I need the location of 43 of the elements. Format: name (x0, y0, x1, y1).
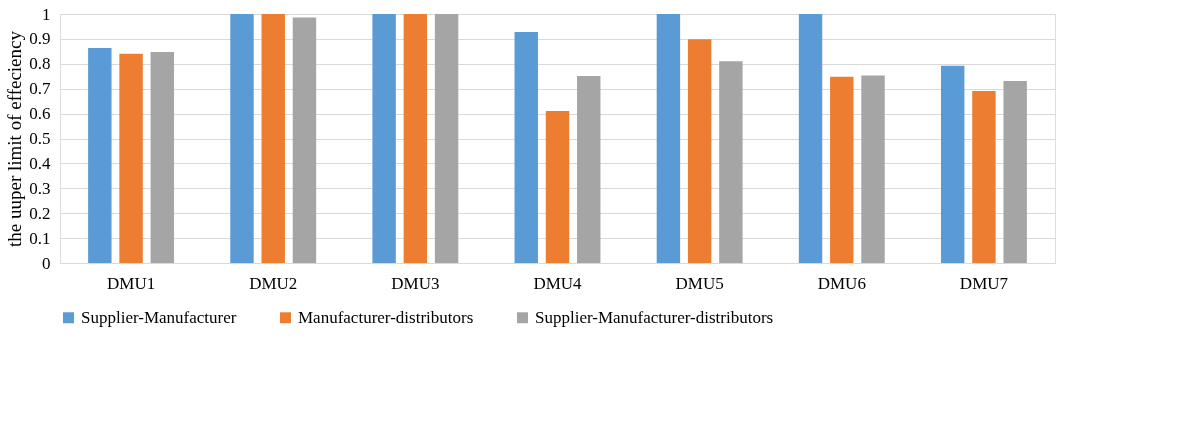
y-tick-label: 0.8 (29, 54, 51, 74)
bar (403, 14, 428, 263)
x-tick-label: DMU5 (675, 273, 724, 293)
bar (940, 65, 965, 263)
y-tick-label: 0 (42, 253, 51, 273)
y-axis-title: the uuper limit of effeciency (4, 30, 26, 247)
y-tick-label: 0.4 (29, 153, 51, 173)
bar (88, 48, 112, 263)
bar (150, 52, 175, 263)
x-tick-label: DMU3 (391, 273, 440, 293)
bar (798, 14, 823, 263)
bar (1003, 80, 1027, 263)
bar (261, 14, 285, 263)
legend-label: Supplier-Manufacturer-distributors (535, 307, 774, 327)
legend-label: Manufacturer-distributors (298, 307, 474, 327)
y-tick-label: 0.1 (29, 228, 51, 248)
bar (687, 39, 712, 263)
bar (119, 53, 143, 263)
y-tick-label: 0.7 (29, 79, 51, 99)
y-tick-label: 1 (42, 4, 51, 24)
bar (861, 75, 885, 263)
legend-label: Supplier-Manufacturer (81, 307, 237, 327)
bar (577, 76, 601, 263)
bar (830, 76, 854, 263)
bar (545, 111, 570, 263)
bar (372, 14, 396, 263)
bar (719, 61, 743, 263)
bar (292, 17, 317, 263)
x-tick-label: DMU2 (249, 273, 298, 293)
y-tick-label: 0.6 (29, 104, 51, 124)
x-tick-label: DMU1 (106, 273, 156, 293)
bar (514, 31, 538, 263)
bar (230, 14, 254, 263)
bar (434, 14, 459, 263)
y-tick-label: 0.2 (29, 203, 51, 223)
bar (656, 14, 681, 263)
y-tick-label: 0.9 (29, 29, 51, 49)
y-tick-label: 0.5 (29, 129, 51, 148)
x-tick-label: DMU4 (533, 273, 583, 293)
bar (972, 90, 996, 263)
x-tick-label: DMU6 (817, 273, 866, 293)
x-tick-label: DMU7 (959, 273, 1009, 293)
y-tick-label: 0.3 (29, 178, 51, 198)
